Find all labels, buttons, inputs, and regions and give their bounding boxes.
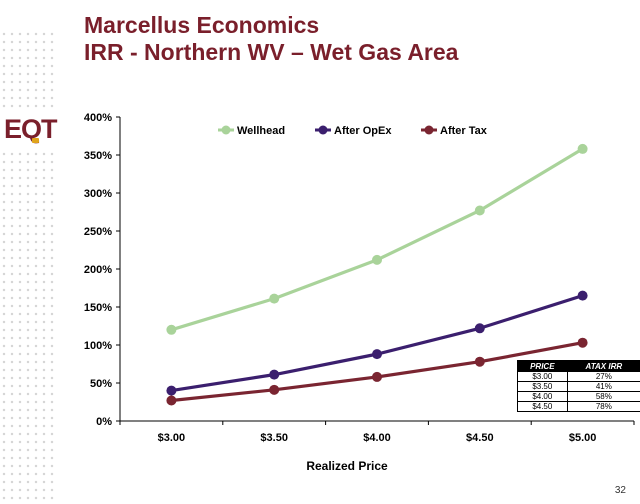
table-row: $3.00 27% — [517, 371, 640, 382]
page-number: 32 — [614, 485, 626, 496]
x-tick-label: $4.00 — [363, 432, 391, 444]
y-tick-label: 100% — [84, 340, 112, 352]
table-cell-irr: 58% — [566, 391, 640, 402]
table-header-price: PRICE — [517, 360, 568, 372]
x-axis-title: Realized Price — [306, 459, 388, 473]
table-cell-irr: 41% — [566, 381, 640, 392]
data-point — [577, 337, 588, 348]
table-header-atax-irr: ATAX IRR — [566, 360, 640, 372]
table-cell-price: $3.00 — [517, 371, 568, 382]
data-point — [166, 324, 177, 335]
data-point — [269, 384, 280, 395]
x-tick-label: $3.50 — [260, 432, 288, 444]
dot-pattern-bottom — [0, 150, 58, 504]
y-tick-label: 300% — [84, 188, 112, 200]
y-tick-label: 400% — [84, 112, 112, 124]
data-point — [166, 395, 177, 406]
legend-swatch-marker — [424, 125, 434, 135]
data-point — [269, 369, 280, 380]
data-point — [474, 205, 485, 216]
title-line-2: IRR - Northern WV – Wet Gas Area — [84, 39, 459, 65]
table-row: $4.50 78% — [517, 401, 640, 412]
x-tick-label: $3.00 — [158, 432, 186, 444]
y-tick-label: 350% — [84, 150, 112, 162]
page-title: Marcellus Economics IRR - Northern WV – … — [84, 12, 458, 66]
y-tick-label: 50% — [90, 378, 112, 390]
table-cell-price: $3.50 — [517, 381, 568, 392]
table-cell-price: $4.50 — [517, 401, 568, 412]
y-tick-label: 0% — [96, 416, 112, 428]
data-point — [372, 254, 382, 265]
eqt-logo: EQ T — [4, 114, 58, 144]
table-cell-price: $4.00 — [517, 391, 568, 402]
data-point — [577, 143, 588, 154]
data-point — [474, 356, 485, 367]
y-tick-label: 150% — [84, 302, 112, 314]
x-tick-label: $4.50 — [466, 432, 494, 444]
data-point — [372, 371, 382, 382]
table-cell-irr: 78% — [566, 401, 640, 412]
table-row: $3.50 41% — [517, 381, 640, 392]
table-cell-irr: 27% — [566, 371, 640, 382]
data-point — [166, 385, 177, 396]
x-tick-label: $5.00 — [569, 432, 597, 444]
data-point — [577, 290, 588, 301]
atax-irr-table: PRICE ATAX IRR $3.00 27% $3.50 41% $4.00… — [517, 360, 640, 412]
dot-pattern-top — [0, 30, 58, 108]
y-tick-label: 200% — [84, 264, 112, 276]
legend-swatch-marker — [318, 125, 328, 135]
legend-label: Wellhead — [237, 125, 285, 137]
table-row: $4.00 58% — [517, 391, 640, 402]
data-point — [474, 323, 485, 334]
legend-label: After Tax — [440, 125, 488, 137]
series-line-0 — [170, 147, 584, 332]
data-point — [372, 349, 382, 360]
title-line-1: Marcellus Economics — [84, 12, 320, 38]
legend-swatch-marker — [221, 125, 231, 135]
y-tick-label: 250% — [84, 226, 112, 238]
legend-label: After OpEx — [334, 125, 392, 137]
data-point — [269, 293, 280, 304]
